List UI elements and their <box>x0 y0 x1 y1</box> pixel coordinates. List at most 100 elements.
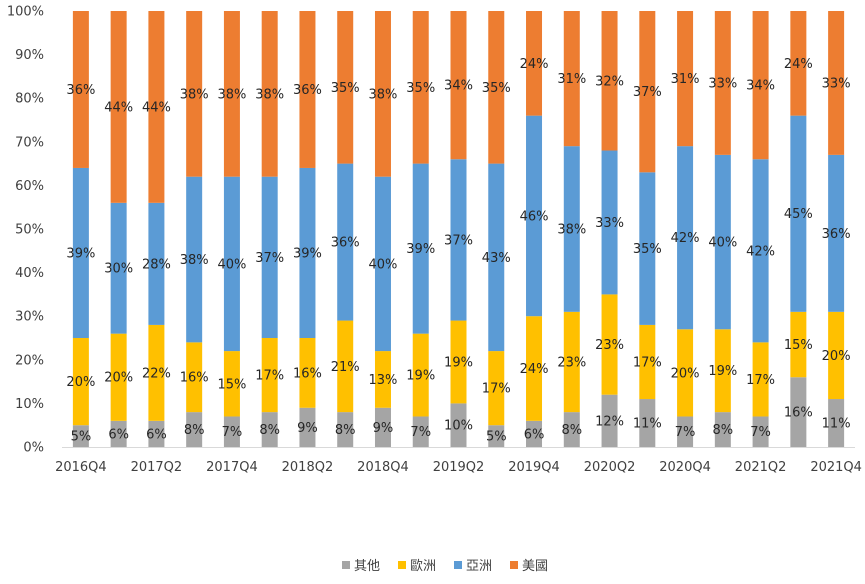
data-label: 19% <box>406 369 435 384</box>
x-tick-label: 2019Q2 <box>433 460 485 475</box>
data-label: 20% <box>671 366 700 381</box>
bar-segment <box>563 311 580 413</box>
legend-label: 美國 <box>522 559 548 574</box>
data-label: 7% <box>222 425 243 440</box>
bar-segment <box>488 163 505 352</box>
data-label: 20% <box>822 349 851 364</box>
bar-segment <box>223 11 240 177</box>
data-label: 6% <box>524 427 545 442</box>
data-label: 38% <box>180 253 209 268</box>
data-label: 17% <box>633 355 662 370</box>
bar-segment <box>374 351 391 408</box>
data-label: 38% <box>180 87 209 102</box>
data-label: 15% <box>217 377 246 392</box>
bar-segment <box>186 11 203 177</box>
bar-segment <box>639 399 656 447</box>
data-label: 39% <box>406 242 435 257</box>
data-label: 36% <box>822 227 851 242</box>
data-label: 22% <box>142 366 171 381</box>
data-label: 24% <box>520 57 549 72</box>
data-label: 13% <box>369 373 398 388</box>
bar-segment <box>223 351 240 417</box>
bar-segment <box>563 11 580 147</box>
x-tick-label: 2020Q2 <box>584 460 636 475</box>
data-label: 10% <box>444 419 473 434</box>
data-label: 20% <box>104 371 133 386</box>
bar-segment <box>186 412 203 447</box>
bar-segment <box>374 176 391 352</box>
bar-segment <box>450 11 467 160</box>
data-label: 8% <box>335 423 356 438</box>
data-label: 15% <box>784 338 813 353</box>
bar-segment <box>677 329 694 417</box>
bar-segment <box>488 425 505 447</box>
bar-segment <box>601 150 618 295</box>
bar-segment <box>677 11 694 147</box>
bar-segment <box>714 412 731 447</box>
bar-segment <box>752 159 769 343</box>
bar-segment <box>488 351 505 426</box>
data-label: 45% <box>784 207 813 222</box>
bar-segment <box>186 342 203 413</box>
data-label: 11% <box>822 417 851 432</box>
y-tick-label: 90% <box>15 48 44 63</box>
data-label: 33% <box>595 216 624 231</box>
bar-segment <box>299 167 316 338</box>
bar-segment <box>752 416 769 447</box>
bar-segment <box>72 338 89 426</box>
x-tick-label: 2020Q4 <box>659 460 711 475</box>
data-label: 8% <box>184 423 205 438</box>
bar-segment <box>790 377 807 447</box>
legend-swatch <box>454 561 462 569</box>
data-label: 38% <box>255 87 284 102</box>
data-label: 33% <box>708 76 737 91</box>
data-label: 7% <box>675 425 696 440</box>
bar-segment <box>450 320 467 404</box>
data-label: 5% <box>71 430 92 445</box>
data-label: 19% <box>444 355 473 370</box>
data-label: 8% <box>259 423 280 438</box>
data-label: 38% <box>557 223 586 238</box>
data-label: 6% <box>146 427 167 442</box>
bar-segment <box>148 202 165 325</box>
data-label: 44% <box>142 100 171 115</box>
bar-segment <box>412 333 429 417</box>
y-tick-label: 0% <box>23 441 44 456</box>
bar-segment <box>714 329 731 413</box>
bar-segment <box>526 115 543 317</box>
bar-segment <box>752 342 769 417</box>
data-label: 40% <box>708 236 737 251</box>
bar-segment <box>261 11 278 177</box>
data-label: 31% <box>671 72 700 87</box>
data-label: 33% <box>822 76 851 91</box>
bar-segment <box>337 11 354 164</box>
bar-segment <box>223 176 240 352</box>
data-label: 7% <box>410 425 431 440</box>
x-tick-label: 2018Q2 <box>282 460 334 475</box>
bar-segment <box>639 172 656 325</box>
x-tick-label: 2017Q4 <box>206 460 258 475</box>
bar-segment <box>299 407 316 447</box>
bar-segment <box>412 11 429 164</box>
bar-segment <box>601 394 618 447</box>
data-label: 42% <box>671 231 700 246</box>
data-label: 23% <box>595 338 624 353</box>
bar-segment <box>110 202 127 334</box>
bar-segment <box>639 11 656 173</box>
data-label: 34% <box>444 79 473 94</box>
data-label: 17% <box>746 373 775 388</box>
bar-segment <box>223 416 240 447</box>
bar-segment <box>299 11 316 168</box>
data-label: 39% <box>66 246 95 261</box>
data-label: 24% <box>520 362 549 377</box>
data-label: 30% <box>104 262 133 277</box>
data-label: 23% <box>557 355 586 370</box>
bar-segment <box>677 416 694 447</box>
data-labels: 5% 20% 39% 36% 6% 20% 30% 44% 6% 22% 28% 44% 8% 16% 38… <box>66 57 850 445</box>
data-label: 9% <box>297 421 318 436</box>
data-label: 36% <box>293 83 322 98</box>
x-tick-label: 2016Q4 <box>55 460 107 475</box>
data-label: 38% <box>369 87 398 102</box>
data-label: 36% <box>331 236 360 251</box>
data-label: 7% <box>750 425 771 440</box>
